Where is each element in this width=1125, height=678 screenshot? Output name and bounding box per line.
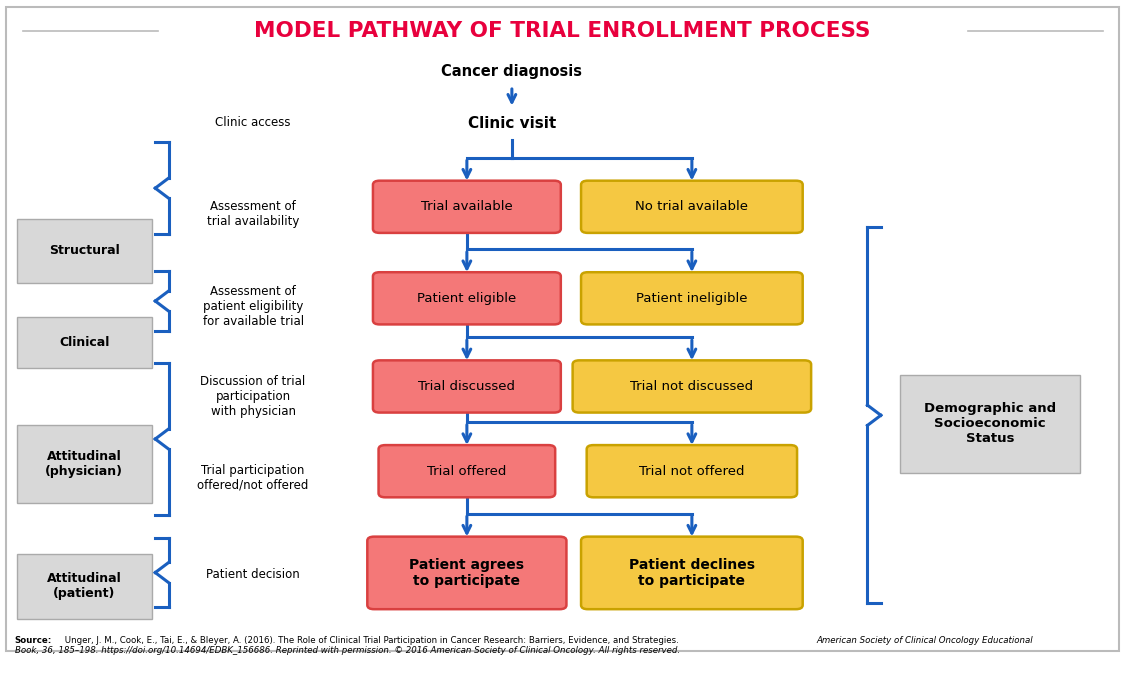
Text: No trial available: No trial available (636, 200, 748, 214)
FancyBboxPatch shape (372, 272, 560, 324)
FancyBboxPatch shape (17, 218, 152, 283)
FancyBboxPatch shape (17, 426, 152, 503)
FancyBboxPatch shape (378, 445, 555, 498)
FancyBboxPatch shape (900, 374, 1080, 473)
Text: Attitudinal
(physician): Attitudinal (physician) (45, 450, 124, 479)
FancyBboxPatch shape (587, 445, 796, 498)
FancyBboxPatch shape (17, 555, 152, 618)
FancyBboxPatch shape (372, 181, 560, 233)
FancyBboxPatch shape (367, 537, 566, 609)
FancyBboxPatch shape (372, 361, 560, 412)
Text: Clinic access: Clinic access (215, 115, 291, 129)
Text: Patient eligible: Patient eligible (417, 292, 516, 305)
Text: Assessment of
patient eligibility
for available trial: Assessment of patient eligibility for av… (202, 285, 304, 328)
Text: Discussion of trial
participation
with physician: Discussion of trial participation with p… (200, 375, 306, 418)
FancyBboxPatch shape (582, 537, 803, 609)
Text: Patient agrees
to participate: Patient agrees to participate (410, 558, 524, 588)
Text: Patient ineligible: Patient ineligible (636, 292, 748, 305)
Text: Clinical: Clinical (60, 336, 109, 349)
Text: Trial discussed: Trial discussed (418, 380, 515, 393)
Text: MODEL PATHWAY OF TRIAL ENROLLMENT PROCESS: MODEL PATHWAY OF TRIAL ENROLLMENT PROCES… (254, 20, 871, 41)
Text: Trial available: Trial available (421, 200, 513, 214)
Text: Patient declines
to participate: Patient declines to participate (629, 558, 755, 588)
Text: Demographic and
Socioeconomic
Status: Demographic and Socioeconomic Status (924, 402, 1056, 445)
Text: Trial participation
offered/not offered: Trial participation offered/not offered (198, 464, 308, 492)
Text: Book, 36, 185–198. https://doi.org/10.14694/EDBK_156686. Reprinted with permissi: Book, 36, 185–198. https://doi.org/10.14… (15, 645, 680, 655)
Text: Trial offered: Trial offered (428, 464, 506, 478)
FancyBboxPatch shape (6, 7, 1119, 651)
Text: Source:: Source: (15, 636, 52, 645)
FancyBboxPatch shape (582, 181, 803, 233)
Text: Assessment of
trial availability: Assessment of trial availability (207, 199, 299, 228)
Text: Trial not discussed: Trial not discussed (630, 380, 754, 393)
Text: Cancer diagnosis: Cancer diagnosis (441, 64, 583, 79)
Text: Unger, J. M., Cook, E., Tai, E., & Bleyer, A. (2016). The Role of Clinical Trial: Unger, J. M., Cook, E., Tai, E., & Bleye… (62, 636, 682, 645)
Text: Trial not offered: Trial not offered (639, 464, 745, 478)
FancyBboxPatch shape (17, 317, 152, 367)
FancyBboxPatch shape (573, 361, 811, 412)
Text: Structural: Structural (50, 244, 119, 258)
Text: Patient decision: Patient decision (206, 567, 300, 581)
Text: American Society of Clinical Oncology Educational: American Society of Clinical Oncology Ed… (817, 636, 1034, 645)
FancyBboxPatch shape (582, 272, 803, 324)
Text: Attitudinal
(patient): Attitudinal (patient) (47, 572, 122, 601)
Text: Clinic visit: Clinic visit (468, 116, 556, 131)
